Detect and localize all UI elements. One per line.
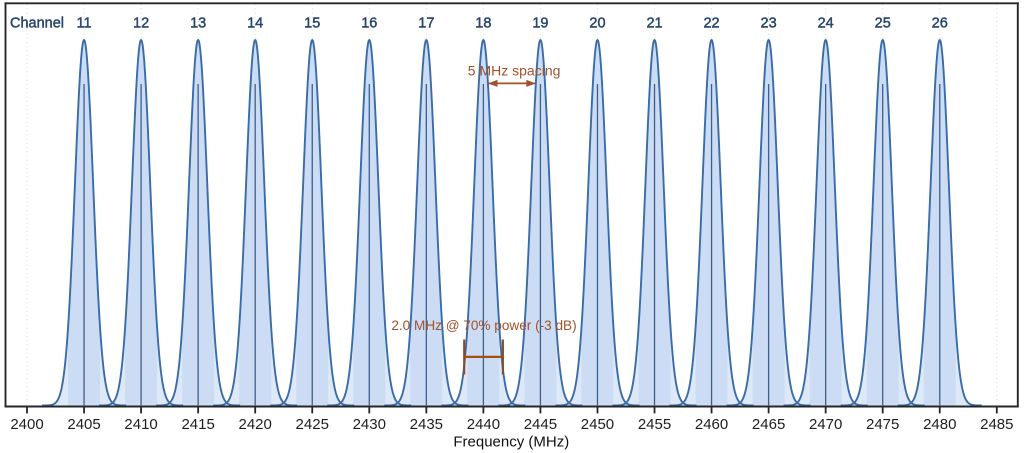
- svg-text:19: 19: [532, 16, 548, 32]
- svg-text:2455: 2455: [638, 416, 671, 433]
- svg-text:18: 18: [475, 16, 491, 32]
- svg-text:2405: 2405: [67, 416, 100, 433]
- svg-text:2470: 2470: [809, 416, 842, 433]
- svg-text:2.0 MHz @ 70% power (-3 dB): 2.0 MHz @ 70% power (-3 dB): [391, 318, 576, 333]
- svg-text:2445: 2445: [524, 416, 557, 433]
- svg-text:2400: 2400: [10, 416, 43, 433]
- svg-text:2420: 2420: [239, 416, 272, 433]
- svg-text:15: 15: [304, 16, 320, 32]
- svg-text:2440: 2440: [467, 416, 500, 433]
- svg-text:2415: 2415: [181, 416, 214, 433]
- svg-text:5 MHz spacing: 5 MHz spacing: [468, 63, 561, 79]
- svg-text:2460: 2460: [695, 416, 728, 433]
- svg-text:17: 17: [418, 16, 434, 32]
- svg-text:16: 16: [361, 16, 377, 32]
- svg-text:2435: 2435: [410, 416, 443, 433]
- svg-text:2430: 2430: [353, 416, 386, 433]
- svg-text:23: 23: [761, 16, 777, 32]
- svg-text:13: 13: [190, 16, 206, 32]
- svg-text:2485: 2485: [980, 416, 1013, 433]
- svg-text:2475: 2475: [866, 416, 899, 433]
- svg-text:2480: 2480: [923, 416, 956, 433]
- svg-text:24: 24: [818, 16, 834, 32]
- svg-text:22: 22: [703, 16, 719, 32]
- svg-text:26: 26: [932, 16, 948, 32]
- svg-text:Channel: Channel: [10, 16, 64, 32]
- svg-text:Frequency (MHz): Frequency (MHz): [453, 433, 569, 450]
- svg-text:2410: 2410: [124, 416, 157, 433]
- svg-text:25: 25: [875, 16, 891, 32]
- svg-text:12: 12: [133, 16, 149, 32]
- svg-text:2450: 2450: [581, 416, 614, 433]
- svg-text:11: 11: [77, 16, 92, 32]
- svg-text:14: 14: [247, 16, 263, 32]
- svg-text:2465: 2465: [752, 416, 785, 433]
- svg-text:20: 20: [589, 16, 605, 32]
- svg-text:2425: 2425: [296, 416, 329, 433]
- svg-text:21: 21: [646, 16, 662, 32]
